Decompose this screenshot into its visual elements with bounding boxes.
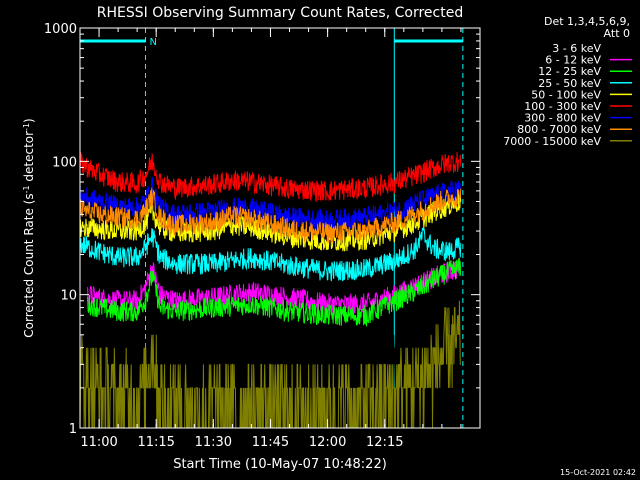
series-line-5: [79, 152, 462, 203]
plot-frame: [79, 27, 481, 429]
legend-header-1: Att 0: [604, 27, 630, 40]
axes: 1 10 100 1000 11:00 11:15 11:30 11:45 12:00 12:15: [44, 22, 481, 450]
x-tick-label-0: 11:00: [80, 435, 117, 450]
legend-label-7: 800 - 7000 keV: [517, 123, 601, 136]
x-tick-label-3: 11:45: [252, 435, 289, 450]
y-axis-label: Corrected Count Rate (s-1 detector-1): [22, 118, 37, 337]
x-tick-label-4: 12:00: [309, 435, 346, 450]
legend-label-8: 7000 - 15000 keV: [503, 135, 601, 148]
legend-label-0: 3 - 6 keV: [552, 42, 601, 55]
series-line-7: [79, 187, 462, 244]
x-axis-label: Start Time (10-May-07 10:48:22): [173, 457, 387, 472]
y-tick-label-2: 100: [52, 155, 77, 170]
legend-header-0: Det 1,3,4,5,6,9,: [544, 15, 630, 28]
legend-label-4: 50 - 100 keV: [531, 88, 601, 101]
legend-label-6: 300 - 800 keV: [524, 112, 601, 125]
y-tick-label-0: 1: [69, 422, 77, 437]
legend-label-3: 25 - 50 keV: [538, 77, 601, 90]
x-tick-label-2: 11:30: [195, 435, 232, 450]
y-tick-label-1: 10: [60, 289, 77, 304]
legend-label-5: 100 - 300 keV: [524, 100, 601, 113]
series-line-2: [87, 257, 462, 328]
y-tick-label-3: 1000: [44, 22, 77, 37]
chart-title: RHESSI Observing Summary Count Rates, Co…: [97, 5, 463, 21]
plot-area: N: [79, 28, 464, 429]
x-tick-label-1: 11:15: [137, 435, 174, 450]
series-line-8: [79, 300, 461, 429]
legend-label-1: 6 - 12 keV: [545, 54, 601, 67]
series-line-3: [79, 227, 462, 282]
x-tick-label-5: 12:15: [366, 435, 403, 450]
legend-label-2: 12 - 25 keV: [538, 65, 601, 78]
series-line-6: [79, 177, 462, 232]
series-line-4: [79, 192, 462, 252]
timestamp: 15-Oct-2021 02:42: [560, 468, 636, 477]
night-marker-0: N: [150, 37, 157, 48]
